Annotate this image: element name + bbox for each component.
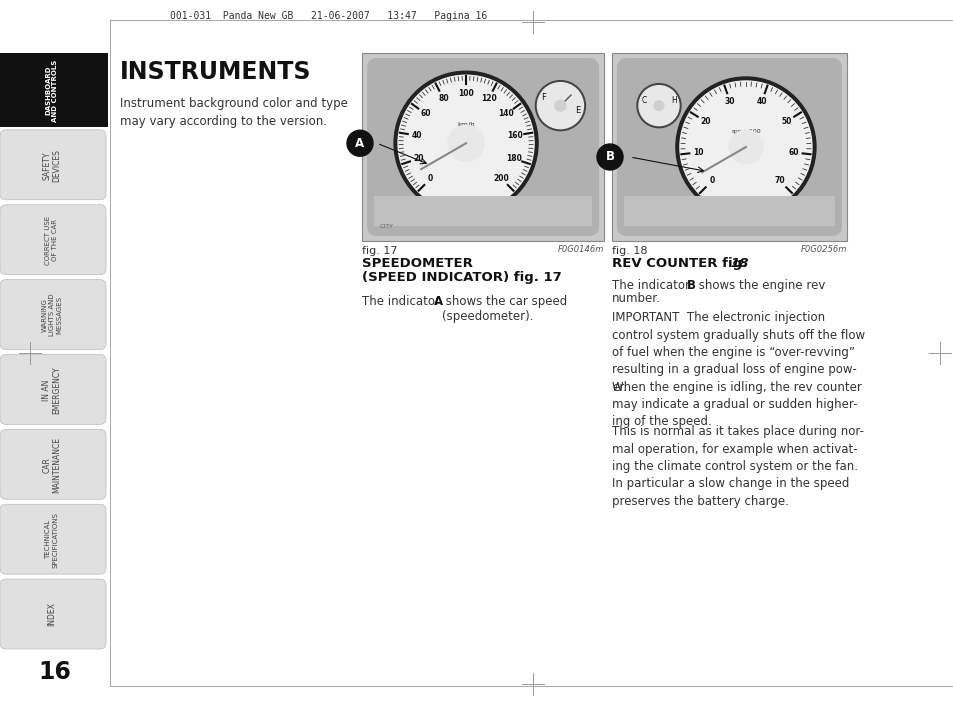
FancyBboxPatch shape (0, 579, 106, 649)
Text: 120: 120 (480, 94, 497, 103)
Text: The indicator: The indicator (361, 295, 443, 308)
Text: INSTRUMENTS: INSTRUMENTS (120, 60, 312, 84)
Text: km/h: km/h (456, 122, 475, 128)
FancyBboxPatch shape (617, 58, 841, 236)
Circle shape (535, 80, 585, 131)
FancyBboxPatch shape (0, 280, 106, 349)
Circle shape (654, 101, 663, 110)
Text: 160: 160 (507, 131, 523, 140)
FancyBboxPatch shape (0, 429, 106, 499)
Text: 140: 140 (498, 109, 514, 119)
Text: shows the car speed
(speedometer).: shows the car speed (speedometer). (441, 295, 567, 323)
Circle shape (394, 71, 537, 215)
Text: 40: 40 (756, 97, 766, 106)
Text: IMPORTANT  The electronic injection
control system gradually shuts off the flow
: IMPORTANT The electronic injection contr… (612, 311, 864, 394)
Circle shape (637, 83, 680, 128)
Bar (374, 196, 592, 226)
Circle shape (597, 144, 622, 170)
Text: fig. 18: fig. 18 (612, 246, 647, 256)
Text: TECHNICAL
SPECIFICATIONS: TECHNICAL SPECIFICATIONS (46, 512, 58, 568)
Text: E: E (575, 106, 579, 115)
Text: F: F (540, 93, 545, 102)
Text: 20: 20 (413, 154, 423, 163)
Text: CITY: CITY (379, 224, 394, 229)
Bar (361, 53, 603, 241)
Circle shape (347, 130, 373, 156)
FancyBboxPatch shape (0, 354, 106, 424)
Text: C: C (640, 96, 646, 105)
Circle shape (448, 125, 483, 161)
FancyBboxPatch shape (367, 58, 598, 236)
Text: IN AN
EMERGENCY: IN AN EMERGENCY (42, 366, 62, 414)
Circle shape (555, 100, 565, 111)
Text: F0G0146m: F0G0146m (558, 245, 603, 254)
Text: 30: 30 (724, 97, 735, 106)
Circle shape (639, 85, 679, 126)
Text: F0G0256m: F0G0256m (800, 245, 846, 254)
Text: 16: 16 (38, 660, 71, 684)
Text: 200: 200 (493, 174, 509, 183)
Text: 0: 0 (428, 174, 433, 183)
Text: 001-031  Panda New GB   21-06-2007   13:47   Pagina 16: 001-031 Panda New GB 21-06-2007 13:47 Pa… (170, 11, 487, 21)
Text: When the engine is idling, the rev counter
may indicate a gradual or sudden high: When the engine is idling, the rev count… (612, 381, 861, 429)
Text: CORRECT USE
OF THE CAR: CORRECT USE OF THE CAR (46, 215, 58, 265)
Text: CAR
MAINTENANCE: CAR MAINTENANCE (42, 437, 62, 493)
Text: 20: 20 (700, 117, 710, 126)
Text: 80: 80 (437, 94, 448, 103)
Circle shape (728, 130, 762, 164)
Text: SAFETY
DEVICES: SAFETY DEVICES (42, 149, 62, 181)
Text: number.: number. (612, 292, 660, 305)
FancyBboxPatch shape (0, 130, 106, 200)
Text: A: A (434, 295, 442, 308)
Text: B: B (605, 150, 614, 164)
Text: DASHBOARD
AND CONTROLS: DASHBOARD AND CONTROLS (46, 59, 58, 121)
Text: 40: 40 (411, 131, 421, 140)
FancyBboxPatch shape (0, 504, 106, 574)
Text: Instrument background color and type
may vary according to the version.: Instrument background color and type may… (120, 97, 348, 128)
Text: REV COUNTER fig.: REV COUNTER fig. (612, 257, 751, 270)
Circle shape (537, 83, 583, 128)
Circle shape (676, 77, 815, 217)
Text: 70: 70 (774, 176, 784, 186)
Text: (SPEED INDICATOR) fig. 17: (SPEED INDICATOR) fig. 17 (361, 271, 561, 284)
Text: 10: 10 (692, 148, 702, 157)
Circle shape (397, 76, 534, 211)
Text: 0: 0 (709, 176, 714, 186)
Text: 50: 50 (781, 117, 791, 126)
Text: INDEX: INDEX (48, 603, 56, 626)
Text: The indicator: The indicator (612, 279, 693, 292)
Text: shows the engine rev: shows the engine rev (695, 279, 824, 292)
Text: H: H (670, 96, 677, 105)
Text: 60: 60 (787, 148, 798, 157)
Text: B: B (686, 279, 696, 292)
Text: 180: 180 (505, 154, 521, 163)
Text: 100: 100 (457, 89, 474, 97)
Bar (623, 196, 834, 226)
Text: 60: 60 (420, 109, 431, 119)
FancyBboxPatch shape (0, 205, 106, 275)
Bar (612, 53, 846, 241)
Bar (0, 53, 108, 127)
Circle shape (679, 81, 811, 213)
Text: 18: 18 (729, 257, 748, 270)
Text: fig. 17: fig. 17 (361, 246, 397, 256)
Text: SPEEDOMETER: SPEEDOMETER (361, 257, 473, 270)
Text: WARNING
LIGHTS AND
MESSAGES: WARNING LIGHTS AND MESSAGES (42, 294, 62, 336)
Text: A: A (355, 137, 364, 150)
Text: This is normal as it takes place during nor-
mal operation, for example when act: This is normal as it takes place during … (612, 425, 863, 508)
Text: rpm×100: rpm×100 (730, 128, 760, 133)
